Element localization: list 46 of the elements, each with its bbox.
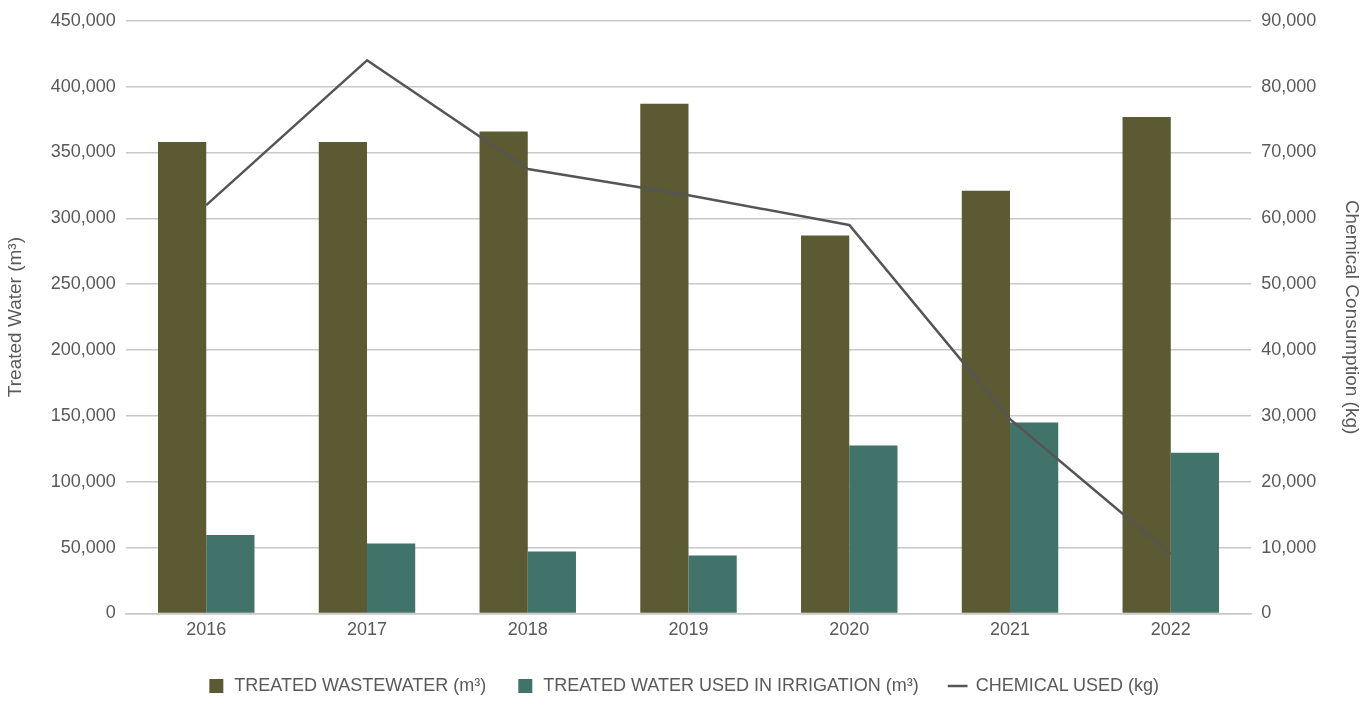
y2-tick-label: 40,000	[1261, 338, 1317, 359]
legend-label: TREATED WATER USED IN IRRIGATION (m³)	[543, 674, 919, 695]
y2-tick-label: 0	[1261, 602, 1272, 623]
y2-tick-label: 90,000	[1261, 9, 1317, 30]
y2-tick-label: 60,000	[1261, 207, 1317, 228]
x-tick-label: 2019	[668, 619, 709, 640]
y-tick-label: 200,000	[50, 338, 116, 359]
x-tick-label: 2017	[346, 619, 388, 640]
bar	[158, 141, 207, 613]
bar	[367, 543, 416, 613]
bar	[206, 535, 255, 613]
y-tick-label: 250,000	[50, 273, 116, 294]
legend-label: CHEMICAL USED (kg)	[975, 674, 1159, 695]
bar	[849, 445, 898, 613]
x-tick-label: 2022	[1150, 619, 1191, 640]
bar	[527, 551, 576, 613]
y-tick-label: 150,000	[50, 404, 116, 425]
bar	[961, 190, 1011, 613]
y2-tick-label: 20,000	[1261, 470, 1317, 491]
y-tick-label: 400,000	[50, 75, 116, 96]
y-tick-label: 350,000	[50, 141, 116, 162]
y2-tick-label: 80,000	[1261, 75, 1317, 96]
bar	[318, 141, 367, 613]
bar	[1010, 422, 1059, 613]
y-tick-label: 100,000	[50, 470, 116, 491]
x-tick-label: 2021	[989, 619, 1031, 640]
y-tick-label: 450,000	[50, 9, 116, 30]
x-tick-label: 2016	[186, 619, 227, 640]
y2-tick-label: 50,000	[1261, 273, 1317, 294]
y2-axis-title: Chemical Consumption (kg)	[1342, 199, 1364, 435]
bar	[1170, 452, 1219, 613]
y2-tick-label: 30,000	[1261, 404, 1317, 425]
y-tick-label: 0	[105, 602, 116, 623]
x-tick-label: 2018	[507, 619, 548, 640]
x-tick-label: 2020	[829, 619, 870, 640]
y-tick-label: 300,000	[50, 207, 116, 228]
bar	[1122, 116, 1171, 613]
bar	[479, 131, 528, 613]
y-axis-title: Treated Water (m³)	[3, 237, 25, 398]
bar	[640, 103, 689, 613]
y-tick-label: 50,000	[60, 536, 116, 557]
y2-tick-label: 70,000	[1261, 141, 1317, 162]
y2-tick-label: 10,000	[1261, 536, 1317, 557]
bar	[688, 555, 737, 613]
bar	[801, 235, 850, 613]
legend-label: TREATED WASTEWATER (m³)	[234, 674, 487, 695]
